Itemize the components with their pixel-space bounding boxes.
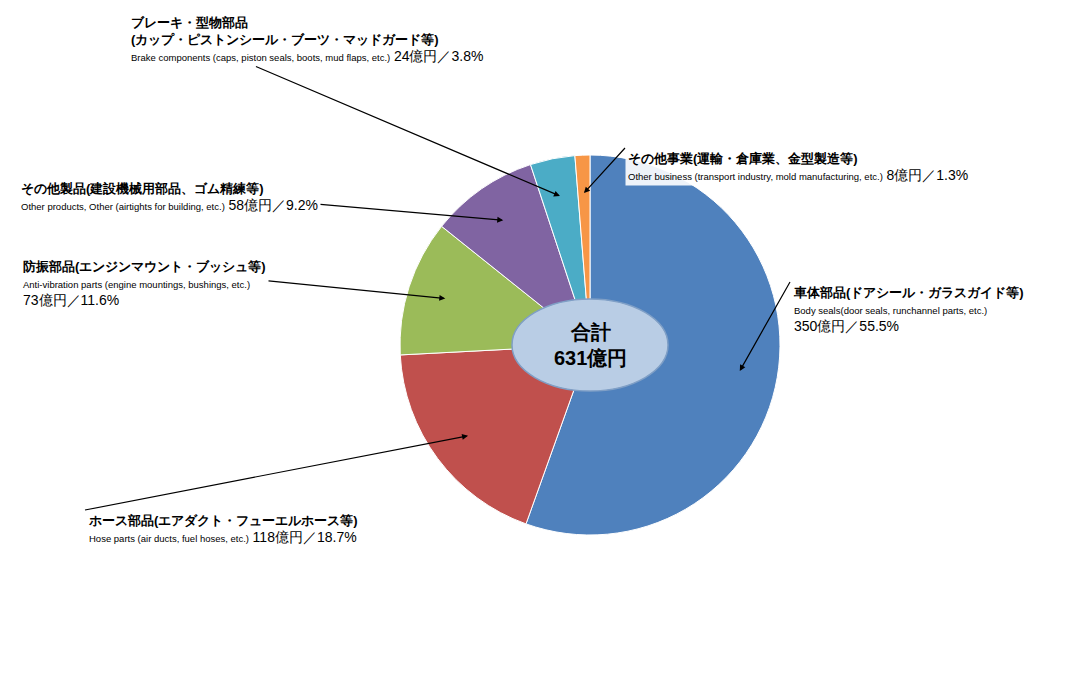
svg-text:ホース部品(エアダクト・フューエルホース等)Hose par: ホース部品(エアダクト・フューエルホース等)Hose parts (air du… <box>88 513 358 545</box>
svg-text:防振部品(エンジンマウント・ブッシュ等)Anti-vibra: 防振部品(エンジンマウント・ブッシュ等)Anti-vibration parts… <box>23 259 266 308</box>
svg-text:合計631億円: 合計631億円 <box>554 321 627 369</box>
svg-text:車体部品(ドアシール・ガラスガイド等)Body seals(: 車体部品(ドアシール・ガラスガイド等)Body seals(door seals… <box>793 285 1024 334</box>
svg-text:その他事業(運輸・倉庫業、金型製造等)Other busin: その他事業(運輸・倉庫業、金型製造等)Other business (trans… <box>628 151 968 183</box>
svg-text:ブレーキ・型物部品(カップ・ピストンシール・ブーツ・マッドガ: ブレーキ・型物部品(カップ・ピストンシール・ブーツ・マッドガード等)Brake … <box>131 15 483 64</box>
svg-text:その他製品(建設機械用部品、ゴム精練等)Other prod: その他製品(建設機械用部品、ゴム精練等)Other products, Othe… <box>21 181 318 213</box>
